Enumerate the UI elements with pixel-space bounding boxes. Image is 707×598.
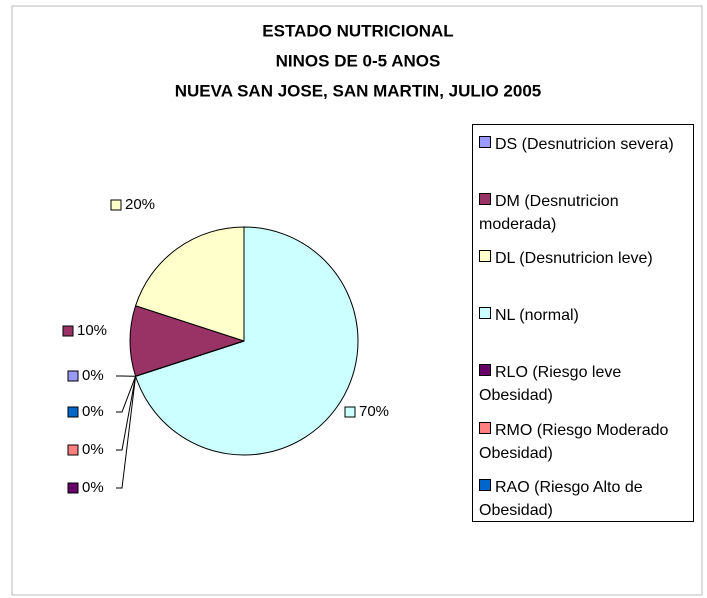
label-swatch: [344, 406, 356, 418]
label-swatch: [67, 444, 79, 456]
chart-border: [11, 5, 703, 596]
legend-item: NL (normal): [479, 304, 687, 327]
legend-swatch: [479, 364, 491, 376]
label-swatch: [67, 370, 79, 382]
pie-slice: [129, 305, 246, 377]
label-swatch: [62, 325, 74, 337]
legend-item: RMO (Riesgo Moderado Obesidad): [479, 419, 687, 465]
label-swatch: [110, 199, 122, 211]
legend-label: NL (normal): [495, 307, 579, 324]
legend-item: RLO (Riesgo leve Obesidad): [479, 361, 687, 407]
legend: DS (Desnutricion severa) DM (Desnutricion…: [472, 124, 694, 522]
legend-item: DM (Desnutricion moderada): [479, 190, 687, 236]
legend-label: DS (Desnutricion severa): [495, 136, 674, 153]
legend-label: RAO (Riesgo Alto de Obesidad): [479, 479, 643, 519]
data-label: 70%: [359, 403, 389, 420]
data-label: 20%: [125, 196, 155, 213]
data-label: 10%: [77, 322, 107, 339]
legend-swatch: [479, 136, 491, 148]
legend-label: DL (Desnutricion leve): [495, 250, 653, 267]
legend-swatch: [479, 422, 491, 434]
legend-label: RMO (Riesgo Moderado Obesidad): [479, 422, 669, 462]
pie-slice: [134, 226, 245, 342]
legend-swatch: [479, 479, 491, 491]
leader-line: [116, 376, 137, 489]
legend-label: RLO (Riesgo leve Obesidad): [479, 364, 622, 404]
chart-title: NINOS DE 0-5 ANOS: [276, 51, 441, 70]
chart-title: ESTADO NUTRICIONAL: [262, 21, 453, 40]
leader-line: [116, 376, 137, 451]
legend-label: DM (Desnutricion moderada): [479, 193, 619, 233]
label-swatch: [67, 482, 79, 494]
pie-slice: [134, 226, 359, 456]
legend-swatch: [479, 250, 491, 262]
data-label: 0%: [82, 367, 104, 384]
legend-item: DL (Desnutricion leve): [479, 247, 687, 270]
label-swatch: [67, 406, 79, 418]
legend-item: DS (Desnutricion severa): [479, 133, 687, 156]
chart-title: NUEVA SAN JOSE, SAN MARTIN, JULIO 2005: [175, 81, 542, 100]
data-label: 0%: [82, 403, 104, 420]
legend-item: RAO (Riesgo Alto de Obesidad): [479, 476, 687, 522]
data-label: 0%: [82, 441, 104, 458]
legend-swatch: [479, 307, 491, 319]
legend-swatch: [479, 193, 491, 205]
leader-line: [116, 376, 137, 413]
data-label: 0%: [82, 479, 104, 496]
